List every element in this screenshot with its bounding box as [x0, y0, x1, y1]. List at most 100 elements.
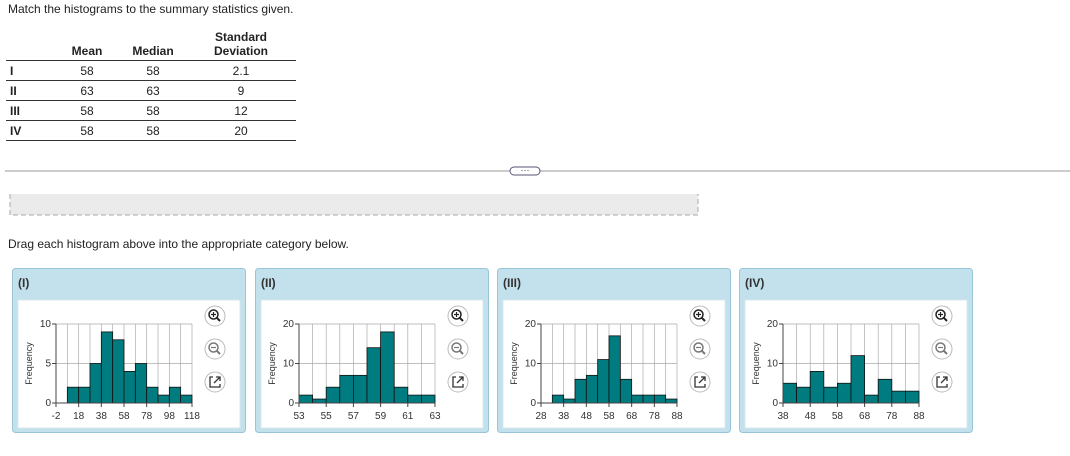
- open-new[interactable]: [447, 371, 469, 393]
- row-label: I: [6, 60, 54, 81]
- bar: [574, 378, 587, 404]
- open-new[interactable]: [689, 371, 711, 393]
- icon-arrow: [698, 376, 706, 384]
- table-cell: 63: [54, 80, 120, 101]
- x-tick-label: 58: [118, 411, 130, 422]
- bar: [891, 390, 906, 404]
- histogram-panel[interactable]: (I) 0 5 10 -2 18 38 58 78 98 118 Frequency: [12, 268, 246, 433]
- icon-handle: [215, 316, 221, 322]
- icon-lens: [208, 309, 219, 320]
- zoom-in[interactable]: [931, 305, 953, 327]
- icon-lens: [693, 342, 704, 353]
- y-tick-label: 10: [525, 359, 537, 370]
- x-tick-label: 48: [805, 411, 817, 422]
- bar: [312, 398, 327, 404]
- zoom-in[interactable]: [204, 305, 226, 327]
- x-tick-label: 118: [184, 411, 200, 422]
- x-tick-label: 38: [558, 411, 570, 422]
- histogram-panel[interactable]: (II) 0 10 20 53 55 57 59 61 63 Frequency: [255, 268, 489, 433]
- y-axis-label: Frequency: [509, 342, 519, 385]
- row-label: IV: [6, 120, 54, 141]
- x-tick-label: 78: [141, 411, 153, 422]
- y-tick-label: 0: [530, 398, 536, 409]
- expand-handle[interactable]: [509, 166, 541, 176]
- x-tick-label: 68: [859, 411, 871, 422]
- x-tick-label: 57: [348, 411, 360, 422]
- y-tick-label: 10: [283, 359, 295, 370]
- histogram-panel[interactable]: (IV) 0 10 20 38 48 58 68 78 88 Frequency: [739, 268, 973, 433]
- y-tick-label: 0: [772, 398, 778, 409]
- bar: [78, 386, 91, 404]
- y-tick-label: 20: [767, 319, 779, 330]
- bar: [823, 386, 838, 404]
- x-tick-label: 58: [603, 411, 615, 422]
- open-new[interactable]: [204, 371, 226, 393]
- zoom-out[interactable]: [204, 338, 226, 360]
- panel-label: (III): [503, 276, 521, 290]
- drag-source[interactable]: [10, 194, 698, 215]
- bar: [665, 398, 678, 404]
- x-tick-label: 59: [375, 411, 387, 422]
- bar: [905, 390, 920, 404]
- bar: [796, 386, 811, 404]
- bar: [100, 331, 114, 404]
- icon-lens: [208, 342, 219, 353]
- panel-inner: [17, 299, 241, 429]
- y-tick-label: 0: [45, 398, 51, 409]
- icon-bg: [447, 338, 469, 360]
- bar: [146, 386, 159, 404]
- x-tick-label: 98: [164, 411, 176, 422]
- bar: [631, 394, 644, 404]
- table-row: I 58 58 2.1: [6, 60, 296, 81]
- table-cell: 12: [186, 100, 296, 121]
- bar: [298, 394, 314, 404]
- bar: [407, 394, 422, 404]
- icon-handle: [215, 349, 221, 355]
- table-cell: 20: [186, 120, 296, 141]
- y-tick-label: 10: [40, 319, 52, 330]
- y-axis-label: Frequency: [267, 342, 277, 385]
- table-cell: 9: [186, 80, 296, 101]
- icon-handle: [700, 316, 706, 322]
- bar: [89, 363, 102, 404]
- bar: [366, 347, 382, 404]
- histogram-panel[interactable]: (III) 0 10 20 28 38 48 58 68 78 88 Frequency: [497, 268, 731, 433]
- zoom-out[interactable]: [689, 338, 711, 360]
- y-tick-label: 0: [288, 398, 294, 409]
- icon-lens: [693, 309, 704, 320]
- panel-label: (IV): [745, 276, 764, 290]
- icon-handle: [700, 349, 706, 355]
- bar: [608, 335, 621, 404]
- drag-instruction: Drag each histogram above into the appro…: [8, 237, 349, 251]
- icon-arrow: [456, 376, 464, 384]
- icon-lens: [451, 309, 462, 320]
- table-cell: 58: [54, 60, 120, 81]
- bar: [597, 359, 610, 404]
- x-tick-label: 78: [649, 411, 661, 422]
- table-cell: 58: [54, 100, 120, 121]
- x-tick-label: 53: [293, 411, 305, 422]
- bar: [563, 398, 576, 404]
- table-cell: 58: [120, 60, 186, 81]
- x-tick-label: 48: [581, 411, 593, 422]
- bar: [551, 394, 565, 404]
- x-tick-label: 38: [96, 411, 108, 422]
- zoom-out[interactable]: [447, 338, 469, 360]
- bar: [123, 370, 136, 404]
- icon-handle: [458, 316, 464, 322]
- bar: [66, 386, 80, 404]
- icon-handle: [942, 316, 948, 322]
- icon-bg: [931, 305, 953, 327]
- panels: (I) 0 5 10 -2 18 38 58 78 98 118 Frequency (II) 0 10 20…: [12, 268, 973, 433]
- icon-lens: [935, 309, 946, 320]
- open-new[interactable]: [931, 371, 953, 393]
- icon-handle: [458, 349, 464, 355]
- bar: [339, 374, 354, 404]
- zoom-in[interactable]: [447, 305, 469, 327]
- expand-dots: ···: [521, 165, 530, 175]
- icon-box: [936, 376, 948, 388]
- bar: [585, 374, 599, 404]
- zoom-out[interactable]: [931, 338, 953, 360]
- zoom-in[interactable]: [689, 305, 711, 327]
